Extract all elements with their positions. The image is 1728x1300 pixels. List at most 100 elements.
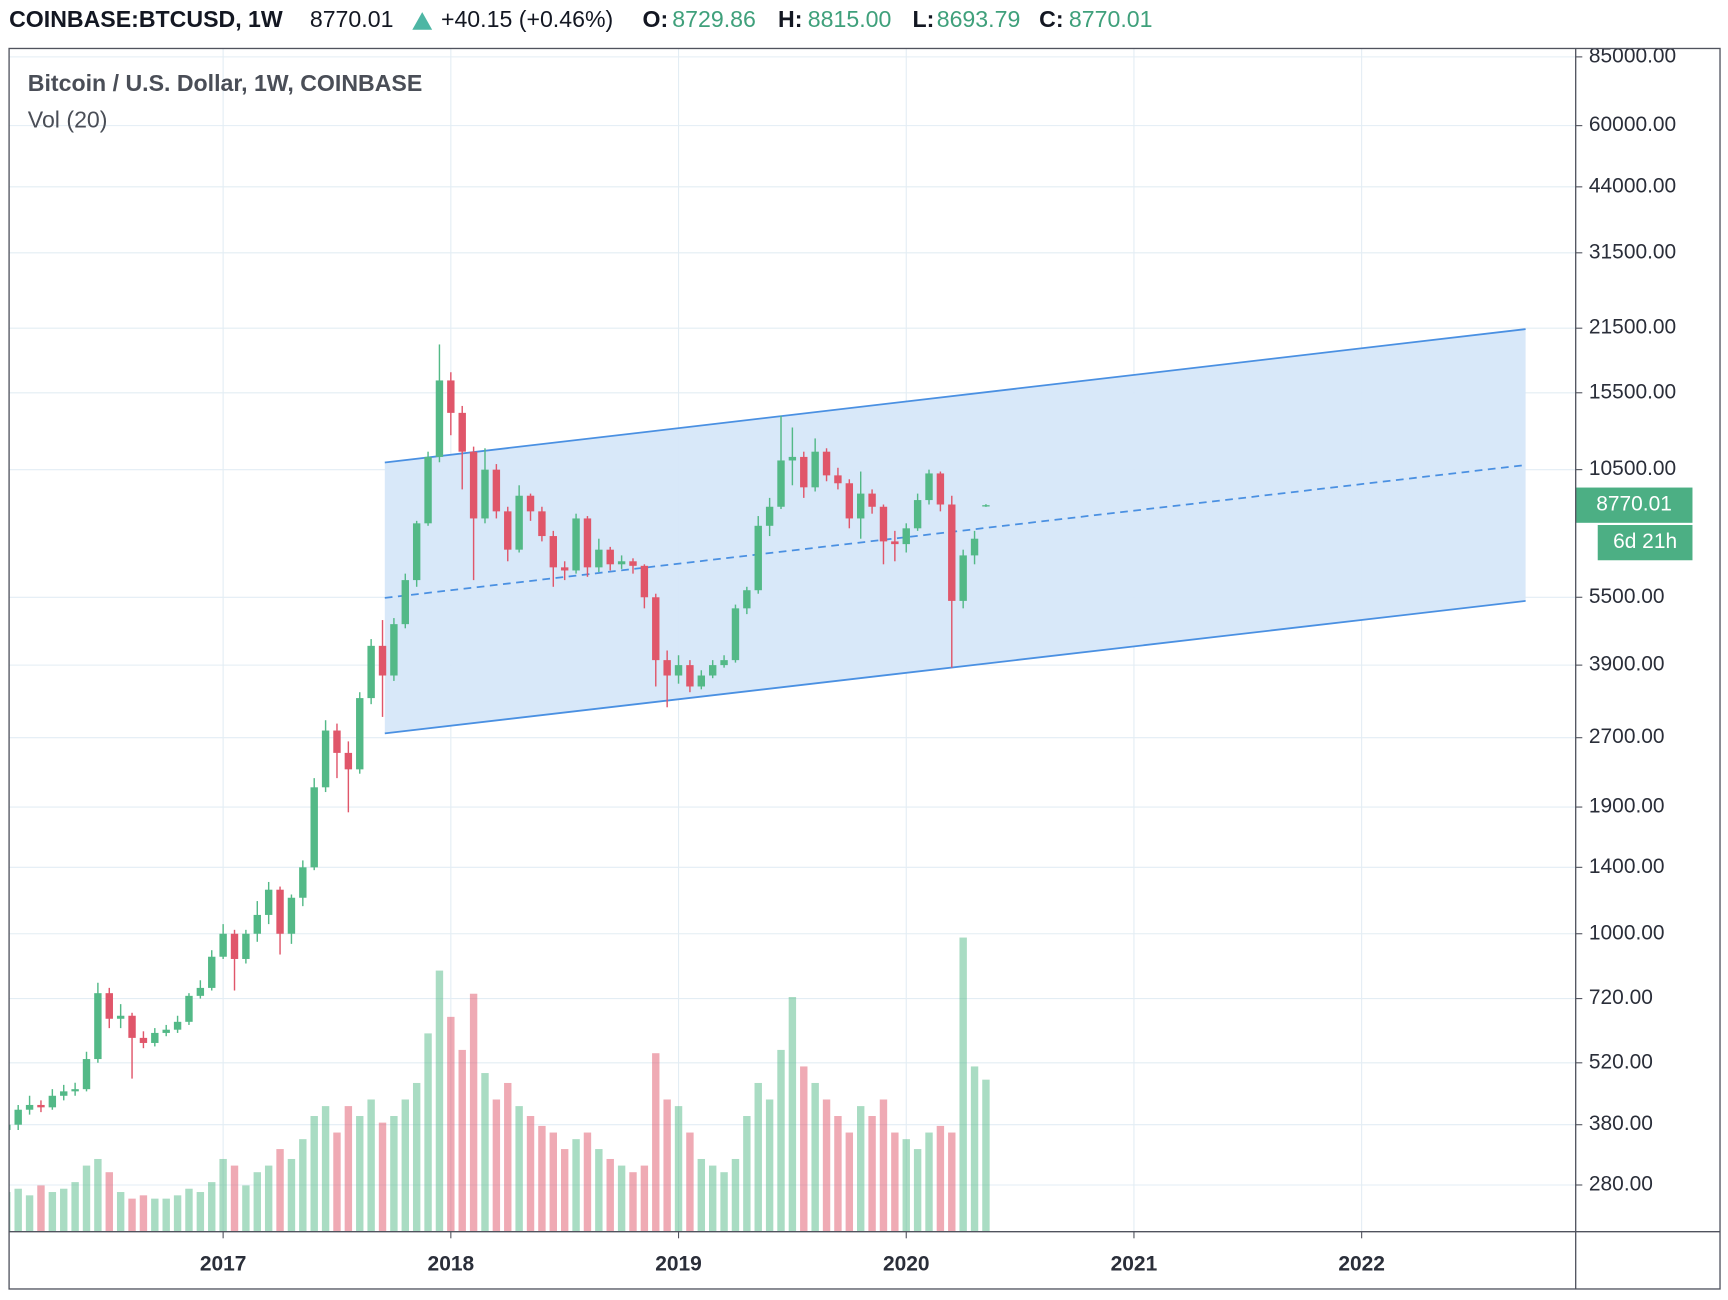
candle-body	[526, 495, 535, 512]
candle-body	[686, 665, 694, 687]
ohlc-label: C:	[1039, 6, 1063, 32]
volume-bar	[720, 1172, 728, 1232]
candle-body	[128, 1015, 136, 1038]
candle-body	[777, 460, 785, 507]
ohlc-value: 8693.79	[937, 6, 1021, 32]
volume-bar	[492, 1099, 501, 1232]
volume-bar	[902, 1139, 910, 1232]
candle-body	[447, 380, 455, 413]
volume-bar	[242, 1185, 250, 1232]
volume-bar	[128, 1198, 136, 1232]
candle-body	[401, 580, 409, 625]
volume-bar	[777, 1049, 785, 1232]
candle-body	[276, 889, 284, 934]
candle-body	[321, 730, 330, 788]
candle-body	[515, 495, 523, 550]
candle-body	[754, 525, 762, 591]
y-tick-label: 2700.00	[1589, 725, 1665, 748]
volume-bar	[264, 1165, 273, 1232]
candle-body	[139, 1037, 148, 1043]
y-tick-label: 31500.00	[1589, 240, 1676, 263]
y-tick-label: 380.00	[1589, 1112, 1653, 1135]
volume-bar	[925, 1132, 933, 1232]
volume-bar	[310, 1116, 318, 1232]
volume-bar	[913, 1149, 922, 1232]
candle-body	[82, 1059, 91, 1090]
candle-body	[242, 933, 250, 959]
volume-bar	[834, 1116, 842, 1232]
last-price: 8770.01	[310, 6, 394, 32]
volume-bar	[879, 1099, 888, 1232]
volume-bar	[390, 1116, 398, 1232]
volume-bar	[526, 1116, 535, 1232]
volume-bar	[822, 1099, 831, 1232]
candle-body	[708, 665, 717, 676]
channel-lower-line	[384, 600, 1526, 735]
volume-bar	[333, 1132, 341, 1232]
y-tick-label: 1900.00	[1589, 795, 1665, 818]
volume-bar	[82, 1165, 91, 1232]
candle-body	[970, 538, 979, 556]
volume-bar	[970, 1066, 979, 1232]
volume-bar	[481, 1073, 489, 1232]
ohlc-label: L:	[912, 6, 934, 32]
candle-body	[925, 473, 933, 501]
volume-bar	[857, 1106, 865, 1232]
volume-bar	[412, 1082, 421, 1232]
candle-body	[800, 456, 808, 488]
y-tick-label: 280.00	[1589, 1173, 1653, 1196]
volume-bar	[936, 1125, 945, 1232]
candle-body	[48, 1095, 57, 1108]
candle-body	[219, 933, 227, 957]
ohlc-value: 8770.01	[1069, 6, 1153, 32]
candle-body	[264, 889, 273, 915]
volume-bar	[640, 1165, 649, 1232]
candle-body	[834, 475, 842, 484]
y-tick-label: 5500.00	[1589, 585, 1665, 608]
volume-bar	[731, 1158, 740, 1232]
candle-body	[549, 536, 557, 568]
volume-bar	[321, 1106, 330, 1232]
candle-body	[629, 561, 637, 566]
volume-bar	[811, 1082, 819, 1232]
volume-bar	[378, 1122, 387, 1232]
volume-bar	[287, 1158, 296, 1232]
candle-body	[948, 504, 956, 601]
y-tick-label: 720.00	[1589, 986, 1653, 1009]
candle-body	[504, 511, 512, 550]
legend-volume: Vol (20)	[28, 106, 108, 132]
volume-bar	[765, 1099, 774, 1232]
volume-bar	[663, 1099, 671, 1232]
volume-bar	[151, 1198, 159, 1232]
volume-bar	[219, 1158, 227, 1232]
volume-bar	[538, 1125, 546, 1232]
ohlc-label: H:	[778, 6, 802, 32]
candle-body	[538, 511, 546, 537]
volume-bar	[230, 1165, 239, 1232]
candle-body	[390, 624, 398, 676]
candle-body	[822, 451, 831, 476]
volume-bar	[139, 1195, 148, 1232]
candle-body	[185, 995, 193, 1022]
volume-bar	[788, 997, 797, 1232]
volume-bar	[583, 1132, 592, 1232]
candle-body	[435, 380, 444, 457]
candle-body	[617, 561, 626, 565]
candle-body	[913, 500, 922, 529]
candle-body	[902, 528, 910, 545]
volume-bar	[754, 1082, 762, 1232]
candle-body	[71, 1089, 79, 1092]
volume-bar	[356, 1116, 364, 1232]
candle-body	[94, 993, 102, 1060]
candle-body	[652, 597, 660, 661]
change: +40.15 (+0.46%)	[441, 6, 613, 32]
legend-title: Bitcoin / U.S. Dollar, 1W, COINBASE	[28, 70, 422, 96]
candle-body	[868, 493, 876, 507]
y-tick-label: 15500.00	[1589, 380, 1676, 403]
candle-body	[663, 660, 671, 676]
candle-body	[560, 567, 569, 571]
candle-body	[492, 469, 501, 512]
y-tick-label: 21500.00	[1589, 316, 1676, 339]
candle-body	[14, 1109, 22, 1125]
ohlc-value: 8729.86	[672, 6, 756, 32]
